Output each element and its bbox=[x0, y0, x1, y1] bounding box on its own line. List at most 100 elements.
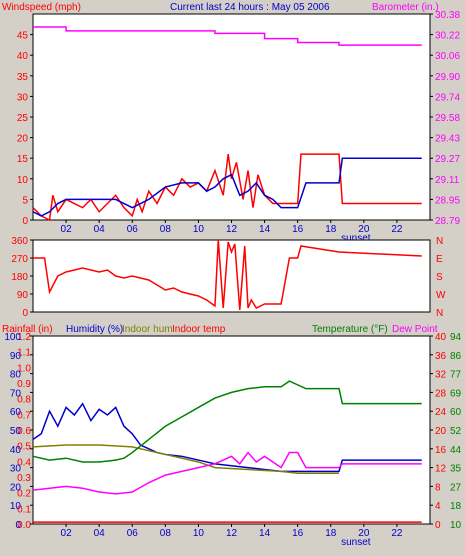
x-tick-label: 02 bbox=[61, 528, 73, 539]
temp-c-tick-label: 16 bbox=[435, 445, 447, 456]
x-tick-label: 04 bbox=[94, 528, 106, 539]
temp-c-tick-label: 20 bbox=[435, 426, 447, 437]
y-left-tick-label: 5 bbox=[22, 195, 28, 206]
humidity-tick-label: 40 bbox=[10, 445, 22, 456]
direction-letter: S bbox=[436, 272, 443, 283]
rain-tick-label: 0.8 bbox=[17, 395, 31, 406]
temp-f-tick-label: 44 bbox=[450, 445, 462, 456]
x-tick-label: 14 bbox=[259, 528, 271, 539]
temp-c-tick-label: 4 bbox=[435, 501, 441, 512]
temp-c-tick-label: 28 bbox=[435, 388, 447, 399]
x-tick-label: 20 bbox=[358, 224, 370, 235]
rain-tick-label: 0.3 bbox=[17, 473, 31, 484]
x-tick-label: 18 bbox=[325, 224, 337, 235]
temp-f-tick-label: 77 bbox=[450, 370, 462, 381]
rain-tick-label: 0.7 bbox=[17, 410, 31, 421]
rain-tick-label: 0.5 bbox=[17, 442, 31, 453]
direction-letter: W bbox=[436, 290, 446, 301]
temp-c-tick-label: 32 bbox=[435, 370, 447, 381]
legend-item: Indoor hum bbox=[122, 324, 173, 335]
y-right-tick-label: 29.90 bbox=[435, 72, 460, 83]
series-dew-point bbox=[32, 451, 422, 495]
humidity-tick-label: 20 bbox=[10, 482, 22, 493]
x-tick-label: 04 bbox=[94, 224, 106, 235]
y-left-tick-label: 25 bbox=[17, 113, 29, 124]
temp-c-tick-label: 36 bbox=[435, 351, 447, 362]
temp-f-tick-label: 10 bbox=[450, 520, 462, 531]
rain-tick-label: 1.0 bbox=[17, 363, 31, 374]
y-right-tick-label: 29.43 bbox=[435, 134, 460, 145]
x-tick-label: 18 bbox=[325, 528, 337, 539]
y-right-tick-label: 29.11 bbox=[435, 175, 460, 186]
chart-title: Current last 24 hours : May 05 2006 bbox=[170, 2, 330, 13]
y-right-tick-label: 29.74 bbox=[435, 92, 460, 103]
barometer-label: Barometer (in.) bbox=[372, 2, 439, 13]
y-left-tick-label: 15 bbox=[17, 154, 29, 165]
humidity-tick-label: 80 bbox=[10, 370, 22, 381]
humidity-tick-label: 90 bbox=[10, 351, 22, 362]
y-left-tick-label: 35 bbox=[17, 72, 29, 83]
temp-f-tick-label: 60 bbox=[450, 407, 462, 418]
y-left-tick-label: 0 bbox=[22, 308, 28, 319]
x-tick-label: 06 bbox=[127, 528, 139, 539]
humidity-tick-label: 50 bbox=[10, 426, 22, 437]
rain-tick-label: 0.6 bbox=[17, 426, 31, 437]
x-tick-label: 08 bbox=[160, 224, 172, 235]
y-left-tick-label: 360 bbox=[11, 236, 28, 247]
rain-tick-label: 0.4 bbox=[17, 457, 31, 468]
y-left-tick-label: 90 bbox=[17, 290, 29, 301]
y-right-tick-label: 28.95 bbox=[435, 195, 460, 206]
x-tick-label: 16 bbox=[292, 224, 304, 235]
series-direction bbox=[33, 239, 422, 311]
y-right-tick-label: 30.22 bbox=[435, 31, 460, 42]
windspeed-label: Windspeed (mph) bbox=[2, 2, 81, 13]
y-right-tick-label: 28.79 bbox=[435, 216, 460, 227]
humidity-tick-label: 100 bbox=[4, 332, 21, 343]
x-tick-label: 14 bbox=[259, 224, 271, 235]
y-left-tick-label: 10 bbox=[17, 175, 29, 186]
humidity-tick-label: 0 bbox=[15, 520, 21, 531]
x-tick-label: 10 bbox=[193, 528, 205, 539]
rain-tick-label: 0.2 bbox=[17, 489, 31, 500]
rain-tick-label: 0.9 bbox=[17, 379, 31, 390]
x-tick-label: 20 bbox=[358, 528, 370, 539]
humidity-tick-label: 60 bbox=[10, 407, 22, 418]
x-tick-label: 10 bbox=[193, 224, 205, 235]
x-tick-label: 22 bbox=[391, 224, 403, 235]
humidity-temp-panel bbox=[32, 335, 431, 525]
series-barometer bbox=[33, 26, 422, 46]
rain-tick-label: 0.0 bbox=[17, 520, 31, 531]
rain-tick-label: 1.1 bbox=[17, 348, 31, 359]
y-left-tick-label: 180 bbox=[11, 272, 28, 283]
temp-c-tick-label: 24 bbox=[435, 407, 447, 418]
series-indoor-hum bbox=[32, 444, 340, 474]
windspeed-panel bbox=[32, 13, 431, 221]
x-tick-label: 22 bbox=[391, 528, 403, 539]
temp-f-tick-label: 52 bbox=[450, 426, 462, 437]
legend-item: Humidity (%) bbox=[66, 324, 123, 335]
rain-tick-label: 0.1 bbox=[17, 504, 31, 515]
x-tick-label: 12 bbox=[226, 224, 238, 235]
direction-letter: E bbox=[436, 254, 443, 265]
series-windspeed-avg bbox=[32, 157, 422, 217]
series-temperature-f- bbox=[32, 380, 422, 463]
y-right-tick-label: 29.58 bbox=[435, 113, 460, 124]
temp-c-tick-label: 0 bbox=[435, 520, 441, 531]
y-left-tick-label: 30 bbox=[17, 92, 29, 103]
direction-letter: N bbox=[436, 236, 443, 247]
legend-item: Temperature (°F) bbox=[312, 324, 388, 335]
y-left-tick-label: 20 bbox=[17, 134, 29, 145]
temp-f-tick-label: 35 bbox=[450, 464, 462, 475]
x-tick-label: 08 bbox=[160, 528, 172, 539]
sunset-label: sunset bbox=[341, 233, 371, 244]
x-tick-label: 02 bbox=[61, 224, 73, 235]
legend-item: Indoor temp bbox=[172, 324, 226, 335]
temp-f-tick-label: 86 bbox=[450, 351, 462, 362]
humidity-tick-label: 70 bbox=[10, 388, 22, 399]
temp-f-tick-label: 18 bbox=[450, 501, 462, 512]
legend-item: Rainfall (in) bbox=[2, 324, 53, 335]
temp-c-tick-label: 40 bbox=[435, 332, 447, 343]
y-left-tick-label: 270 bbox=[11, 254, 28, 265]
humidity-tick-label: 30 bbox=[10, 464, 22, 475]
